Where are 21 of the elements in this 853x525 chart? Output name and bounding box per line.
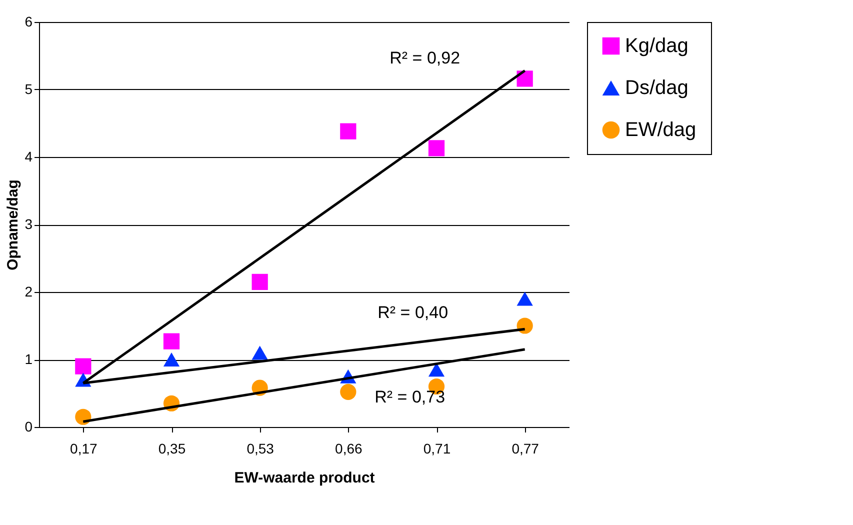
x-tick-label: 0,77	[512, 440, 540, 456]
x-tick-label: 0,35	[158, 440, 186, 456]
x-axis-title: EW-waarde product	[234, 470, 375, 486]
annotation: R² = 0,73	[374, 387, 446, 406]
y-tick-label: 5	[24, 81, 33, 97]
y-tick-label: 1	[24, 351, 33, 367]
legend-label: Ds/dag	[625, 77, 688, 99]
y-tick-label: 3	[24, 216, 33, 232]
x-tick-label: 0,17	[70, 440, 98, 456]
legend-label: Kg/dag	[625, 35, 688, 57]
y-tick-label: 2	[24, 284, 33, 300]
legend-label: EW/dag	[625, 119, 696, 141]
x-tick-label: 0,66	[335, 440, 363, 456]
annotation: R² = 0,92	[390, 48, 460, 68]
y-tick-label: 4	[24, 148, 33, 164]
x-tick-label: 0,71	[423, 440, 451, 456]
y-tick-label: 0	[24, 418, 33, 434]
annotation: R² = 0,40	[378, 303, 448, 322]
y-axis-title: Opname/dag	[4, 180, 22, 270]
y-tick-label: 6	[24, 14, 33, 30]
x-tick-label: 0,53	[246, 440, 274, 456]
